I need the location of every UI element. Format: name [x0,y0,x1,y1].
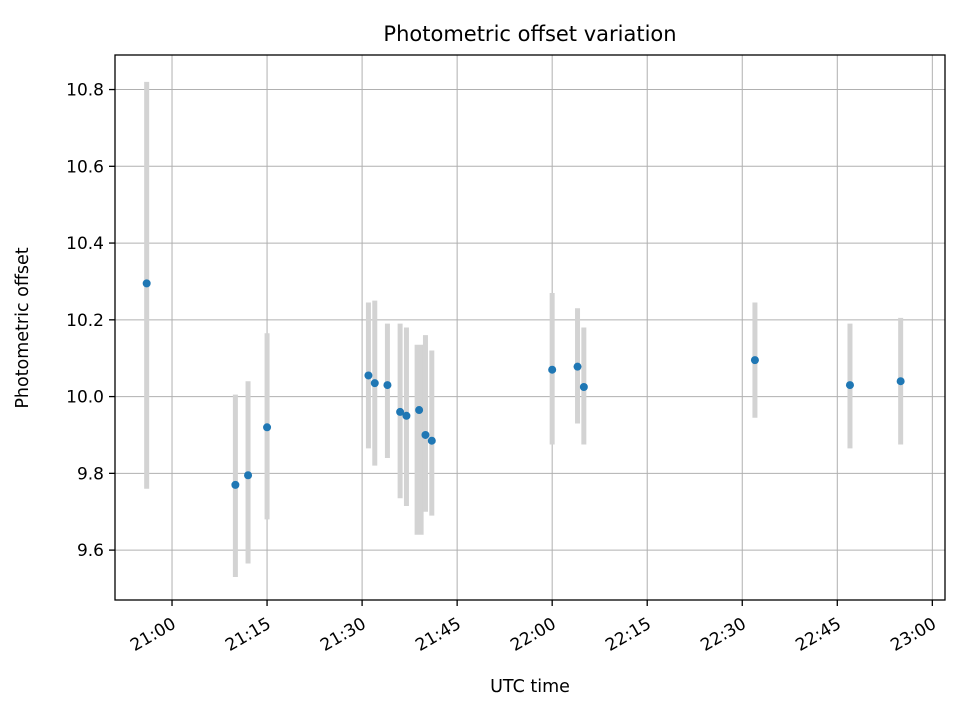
x-tick-label: 22:00 [507,614,559,656]
data-point [421,430,430,439]
data-point [750,356,759,365]
data-point [415,406,424,415]
data-point [896,377,905,386]
y-axis-label: Photometric offset [13,247,33,408]
data-point [370,379,379,388]
x-tick-label: 22:45 [792,614,844,656]
x-tick-label: 22:30 [697,614,749,656]
data-point [548,365,557,374]
y-tick-label: 10.4 [66,234,104,254]
data-point [244,471,253,480]
x-tick-label: 21:00 [127,614,179,656]
data-point [364,371,373,380]
y-tick-label: 9.6 [77,541,104,561]
data-point [402,411,411,420]
y-tick-label: 10.8 [66,81,104,101]
data-point [579,382,588,391]
data-point [427,436,436,445]
data-point [396,407,405,416]
data-point [142,279,151,288]
data-point [573,362,582,371]
x-tick-label: 21:45 [412,614,464,656]
axes-frame [114,54,946,601]
x-tick-label: 22:15 [602,614,654,656]
data-point [263,423,272,432]
chart-title: Photometric offset variation [383,22,676,46]
y-tick-label: 10.2 [66,311,104,331]
y-tick-label: 10.6 [66,157,104,177]
x-tick-label: 21:15 [222,614,274,656]
data-point [845,381,854,390]
x-tick-label: 23:00 [887,614,939,656]
data-point [231,480,240,489]
data-point [383,381,392,390]
y-tick-label: 10.0 [66,388,104,408]
x-tick-label: 21:30 [317,614,369,656]
x-axis-label: UTC time [490,677,570,697]
y-tick-label: 9.8 [77,464,104,484]
plot-area: 9.6 9.8 10.0 10.2 10.4 10.6 10.8 21:00 21:15 21:3… [66,54,946,656]
